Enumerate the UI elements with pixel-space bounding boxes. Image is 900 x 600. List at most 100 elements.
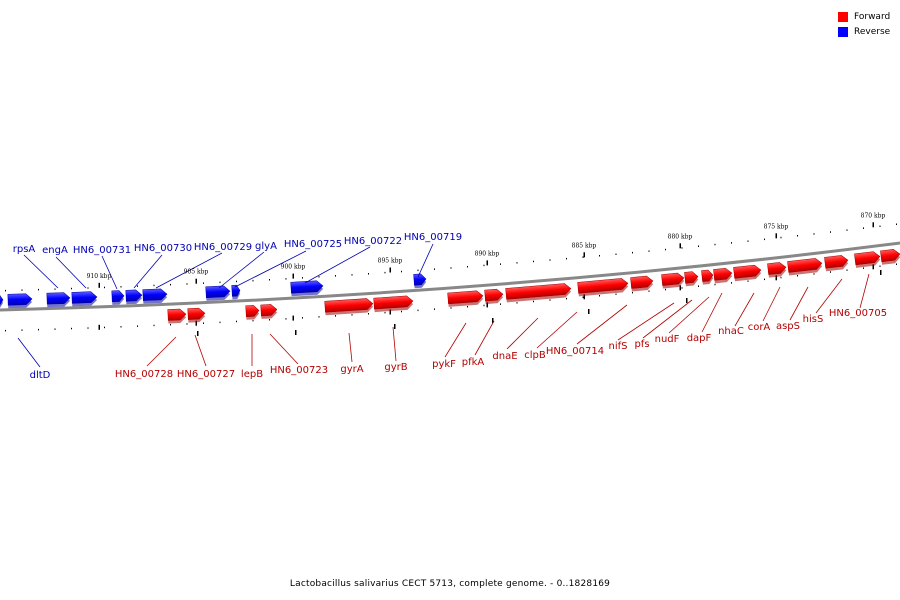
minor-tick	[879, 265, 881, 267]
minor-tick	[87, 287, 89, 289]
minor-tick	[252, 319, 254, 322]
gene-arrow	[125, 289, 143, 305]
gene-label: clpB	[524, 350, 546, 361]
gene-arrow	[231, 284, 241, 300]
gene-label: HN6_00714	[546, 346, 604, 357]
gene-arrow	[205, 285, 231, 301]
minor-tick	[632, 291, 633, 294]
label-connector	[734, 292, 755, 327]
minor-tick	[401, 270, 402, 273]
minor-tick	[252, 279, 254, 282]
forward-swatch	[838, 11, 848, 22]
minor-tick	[500, 263, 501, 265]
minor-tick	[681, 287, 683, 289]
minor-tick	[863, 267, 864, 269]
gene-mark	[394, 324, 396, 329]
minor-tick	[351, 274, 353, 276]
minor-tick	[153, 284, 155, 287]
minor-tick	[846, 229, 848, 231]
minor-tick	[731, 242, 732, 244]
gene-arrow	[505, 283, 572, 303]
minor-tick	[681, 247, 683, 249]
label-connector	[536, 311, 578, 349]
minor-tick	[302, 277, 303, 279]
tick-label: 895 kbp	[378, 258, 403, 265]
gene-mark	[686, 298, 688, 303]
label-connector	[55, 256, 87, 289]
label-connector	[133, 254, 163, 289]
minor-tick	[368, 273, 369, 275]
minor-tick	[665, 248, 666, 251]
minor-tick	[54, 288, 56, 290]
gene-arrow	[733, 264, 762, 282]
label-connector	[815, 278, 843, 314]
gene-arrow	[413, 273, 427, 289]
label-connector	[506, 317, 539, 350]
major-tick	[98, 324, 100, 330]
minor-tick	[665, 288, 666, 291]
minor-tick	[764, 278, 765, 281]
minor-tick	[830, 231, 831, 233]
label-connector	[576, 304, 628, 345]
minor-tick	[714, 243, 716, 246]
minor-tick	[599, 295, 600, 297]
minor-tick	[516, 302, 518, 304]
minor-tick	[335, 275, 336, 277]
minor-tick	[87, 327, 89, 329]
label-connector	[668, 296, 710, 334]
tick-label: 910 kbp	[87, 273, 112, 280]
major-tick	[486, 260, 488, 266]
gene-arrow	[187, 307, 206, 323]
gene-mark	[880, 270, 882, 275]
minor-tick	[434, 268, 435, 270]
gene-arrow	[290, 280, 324, 297]
gene-label: corA	[748, 322, 771, 333]
minor-tick	[302, 317, 303, 319]
minor-tick	[71, 287, 72, 290]
minor-tick	[285, 278, 287, 280]
minor-tick	[780, 276, 782, 279]
gene-label: HN6_00729	[194, 242, 252, 253]
minor-tick	[698, 285, 699, 287]
gene-label: nhaC	[718, 326, 744, 337]
minor-tick	[137, 285, 138, 287]
minor-tick	[137, 325, 138, 327]
minor-tick	[549, 299, 551, 301]
minor-tick	[104, 286, 105, 289]
minor-tick	[401, 310, 402, 313]
minor-tick	[219, 321, 221, 324]
minor-tick	[632, 251, 633, 254]
minor-tick	[797, 235, 798, 237]
minor-tick	[21, 289, 23, 291]
major-tick	[679, 243, 681, 249]
gene-label: HN6_00705	[829, 308, 887, 319]
minor-tick	[582, 256, 584, 258]
gene-arrow	[324, 298, 374, 316]
minor-tick	[236, 280, 237, 283]
minor-tick	[318, 316, 320, 318]
minor-tick	[203, 282, 204, 284]
gene-label: pfs	[634, 339, 649, 350]
gene-arrow	[630, 275, 654, 292]
minor-tick	[153, 324, 155, 327]
gene-mark	[588, 309, 590, 314]
major-tick	[195, 320, 197, 326]
minor-tick	[219, 281, 221, 284]
legend-reverse-label: Reverse	[854, 26, 891, 37]
gene-label: glyA	[255, 241, 277, 252]
tick-label: 880 kbp	[668, 233, 693, 240]
gene-label: gyrA	[340, 364, 363, 375]
genes	[0, 249, 900, 324]
minor-tick	[269, 279, 270, 281]
minor-tick	[285, 318, 287, 320]
gene-arrow	[713, 267, 733, 284]
minor-tick	[896, 263, 897, 265]
minor-tick	[648, 290, 650, 292]
minor-tick	[582, 296, 584, 298]
minor-tick	[269, 319, 270, 321]
gene-arrow	[854, 251, 881, 268]
major-tick	[583, 294, 585, 300]
minor-tick	[483, 264, 485, 267]
label-connectors	[17, 243, 870, 368]
label-connector	[417, 243, 434, 278]
